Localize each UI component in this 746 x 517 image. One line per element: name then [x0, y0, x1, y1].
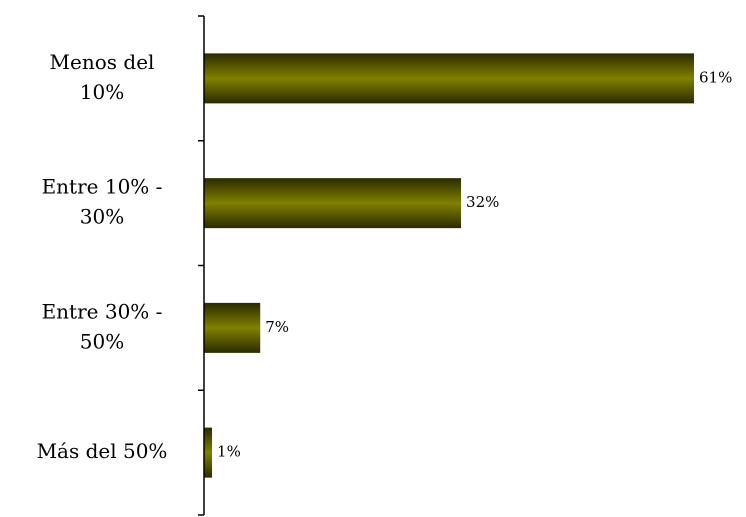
category-labels: Menos del 10% Entre 10% - 30% Entre 30% - 50%…: [37, 50, 168, 463]
bar: [204, 53, 694, 104]
data-labels-group: 61% 32% 7% 1%: [217, 68, 732, 460]
category-label: Entre 10% - 30%: [42, 175, 163, 229]
bar: [204, 302, 261, 353]
category-label-line: Entre 10% -: [42, 175, 163, 199]
data-label: 1%: [217, 443, 241, 461]
bar: [204, 427, 213, 478]
category-label: Entre 30% - 50%: [42, 299, 163, 353]
category-label: Más del 50%: [37, 439, 168, 463]
category-label-line: Entre 30% -: [42, 299, 163, 323]
data-label: 61%: [699, 68, 732, 86]
category-label-line: 30%: [80, 205, 124, 229]
category-label-line: Más del 50%: [37, 439, 168, 463]
data-label: 7%: [265, 318, 289, 336]
bars-group: [204, 53, 694, 478]
data-label: 32%: [466, 193, 499, 211]
y-axis: [198, 15, 205, 516]
category-label: Menos del 10%: [50, 50, 155, 104]
bar: [204, 178, 462, 229]
category-label-line: 50%: [80, 329, 124, 353]
category-label-line: 10%: [80, 80, 124, 104]
category-label-line: Menos del: [50, 50, 155, 74]
